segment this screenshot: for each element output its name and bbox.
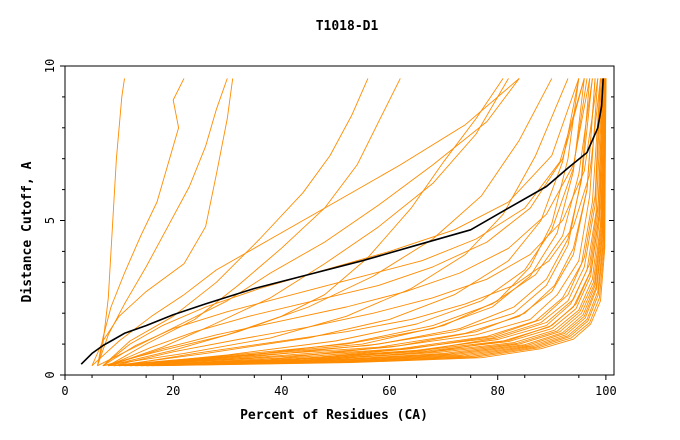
model-series-line-0 [97, 78, 125, 366]
x-tick-label: 40 [274, 384, 288, 398]
model-series-line-41 [108, 78, 591, 367]
model-series-line-4 [102, 78, 369, 367]
x-tick-label: 100 [595, 384, 617, 398]
model-series-line-38 [140, 78, 604, 367]
model-series-line-28 [146, 78, 607, 367]
x-tick-label: 80 [490, 384, 504, 398]
highlight-series-line [80, 78, 604, 365]
model-series-line-39 [146, 78, 605, 367]
y-tick-label: 0 [43, 371, 57, 378]
model-series-line-36 [124, 78, 593, 367]
model-series-line-3 [91, 78, 234, 366]
model-series-line-16 [113, 78, 599, 367]
plot-frame [64, 65, 615, 376]
model-series-line-8 [102, 78, 569, 367]
model-series-line-30 [151, 78, 607, 367]
model-series-line-22 [129, 78, 605, 367]
model-series-line-35 [119, 78, 588, 367]
chart-title: T1018-D1 [316, 19, 379, 34]
y-tick-label: 5 [43, 217, 57, 224]
model-series-line-45 [119, 78, 601, 367]
y-axis-label: Distance Cutoff, A [20, 161, 35, 302]
model-series-line-43 [102, 78, 580, 367]
model-series-line-32 [119, 78, 593, 367]
model-series-line-24 [135, 78, 606, 367]
series-layer [80, 78, 607, 367]
model-series-line-33 [129, 78, 596, 367]
model-series-line-42 [113, 78, 599, 367]
y-tick-label: 10 [43, 59, 57, 73]
model-series-line-40 [108, 78, 585, 367]
axis-layer: 0 20 40 60 80 100 0 5 10 [43, 59, 617, 398]
model-series-line-37 [135, 78, 601, 367]
model-series-line-29 [151, 78, 607, 367]
model-series-line-6 [108, 78, 509, 367]
model-series-line-18 [119, 78, 603, 367]
model-series-line-26 [140, 78, 606, 367]
x-tick-label: 0 [61, 384, 68, 398]
model-series-line-11 [91, 78, 520, 367]
model-series-line-27 [146, 78, 607, 367]
model-series-line-23 [135, 78, 606, 367]
model-series-line-1 [97, 78, 185, 366]
model-series-line-9 [102, 78, 504, 367]
model-series-line-34 [113, 78, 580, 367]
x-axis-label: Percent of Residues (CA) [240, 408, 428, 423]
model-series-line-20 [124, 78, 604, 367]
model-series-line-13 [108, 78, 585, 367]
model-series-line-7 [108, 78, 553, 367]
model-series-line-5 [108, 78, 401, 367]
x-tick-label: 60 [382, 384, 396, 398]
x-tick-label: 20 [166, 384, 180, 398]
model-series-line-25 [140, 78, 606, 367]
model-series-line-10 [97, 78, 520, 367]
model-series-line-31 [156, 78, 607, 367]
